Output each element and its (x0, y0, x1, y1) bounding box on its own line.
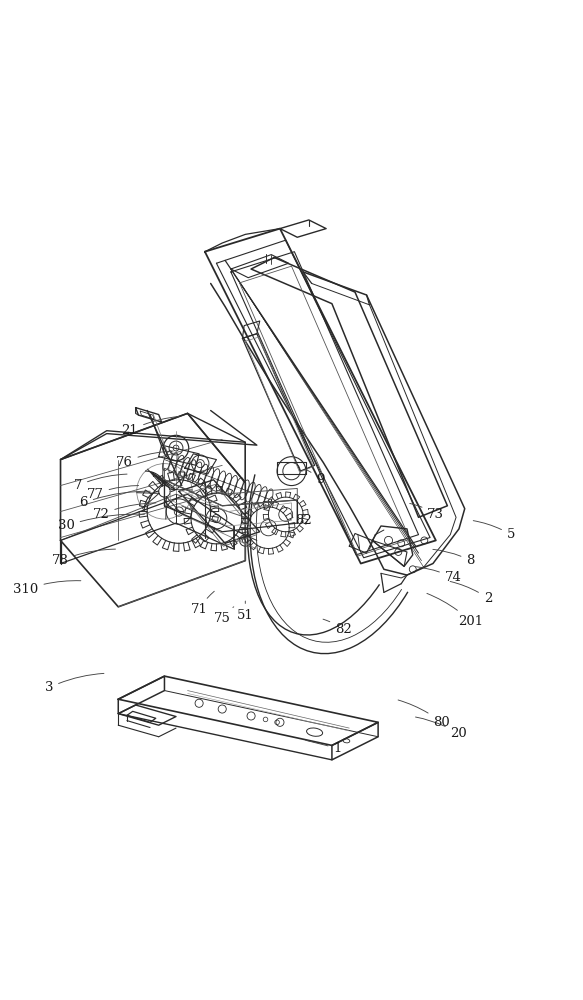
Text: 201: 201 (427, 593, 483, 628)
Text: 30: 30 (58, 514, 145, 532)
Text: 310: 310 (13, 581, 81, 596)
Text: 75: 75 (214, 607, 234, 625)
Text: 3: 3 (45, 673, 104, 694)
Text: 21: 21 (121, 417, 179, 437)
Text: 73: 73 (410, 503, 444, 521)
Text: 80: 80 (398, 700, 450, 729)
Text: 6: 6 (79, 491, 150, 509)
Text: 8: 8 (433, 549, 475, 567)
Text: 78: 78 (52, 549, 115, 567)
Text: 5: 5 (473, 521, 515, 541)
Text: 72: 72 (93, 503, 156, 521)
Text: 1: 1 (305, 740, 342, 755)
Text: 82: 82 (292, 512, 311, 527)
Text: 82: 82 (323, 619, 352, 636)
Text: 9: 9 (305, 469, 325, 486)
Text: 71: 71 (191, 591, 215, 616)
Text: 76: 76 (115, 451, 173, 469)
Text: 20: 20 (416, 717, 468, 740)
Text: 7: 7 (73, 474, 127, 492)
Text: 51: 51 (237, 601, 254, 622)
Text: 2: 2 (450, 581, 492, 605)
Text: 77: 77 (87, 486, 139, 501)
Text: 74: 74 (416, 567, 462, 584)
